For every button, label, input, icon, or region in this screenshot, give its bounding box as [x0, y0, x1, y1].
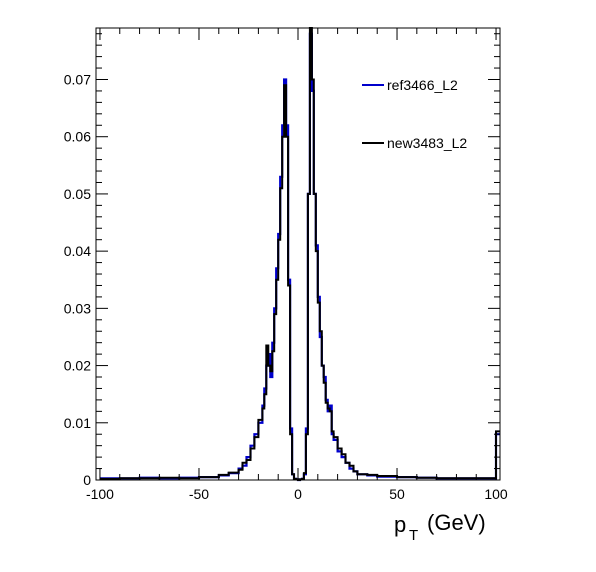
legend: ref3466_L2 new3483_L2: [362, 77, 467, 151]
y-tick-label: 0.02: [64, 358, 91, 374]
x-tick-label: 50: [389, 486, 405, 502]
x-tick-label: 0: [294, 486, 302, 502]
y-tick-label: 0.03: [64, 300, 91, 316]
tick-group: -100 -50 0 50 100 0 0.01 0.02 0.03 0.04 0.05 0.06 0.…: [64, 28, 508, 502]
y-tick-label: 0: [83, 472, 91, 488]
x-axis-title-subscript: T: [409, 527, 418, 544]
legend-box: [358, 64, 484, 168]
x-tick-label: -50: [189, 486, 209, 502]
y-tick-label: 0.06: [64, 129, 91, 145]
y-tick-label: 0.07: [64, 71, 91, 87]
y-tick-label: 0.01: [64, 415, 91, 431]
legend-label: new3483_L2: [387, 135, 467, 151]
x-tick-label: -100: [86, 486, 114, 502]
x-axis-title: p T (GeV): [394, 510, 486, 544]
y-tick-label: 0.04: [64, 243, 91, 259]
y-tick-label: 0.05: [64, 186, 91, 202]
x-axis-title-main: p: [394, 512, 406, 537]
legend-label: ref3466_L2: [387, 77, 458, 93]
x-axis-title-unit: (GeV): [427, 510, 486, 535]
x-tick-label: 100: [484, 486, 508, 502]
